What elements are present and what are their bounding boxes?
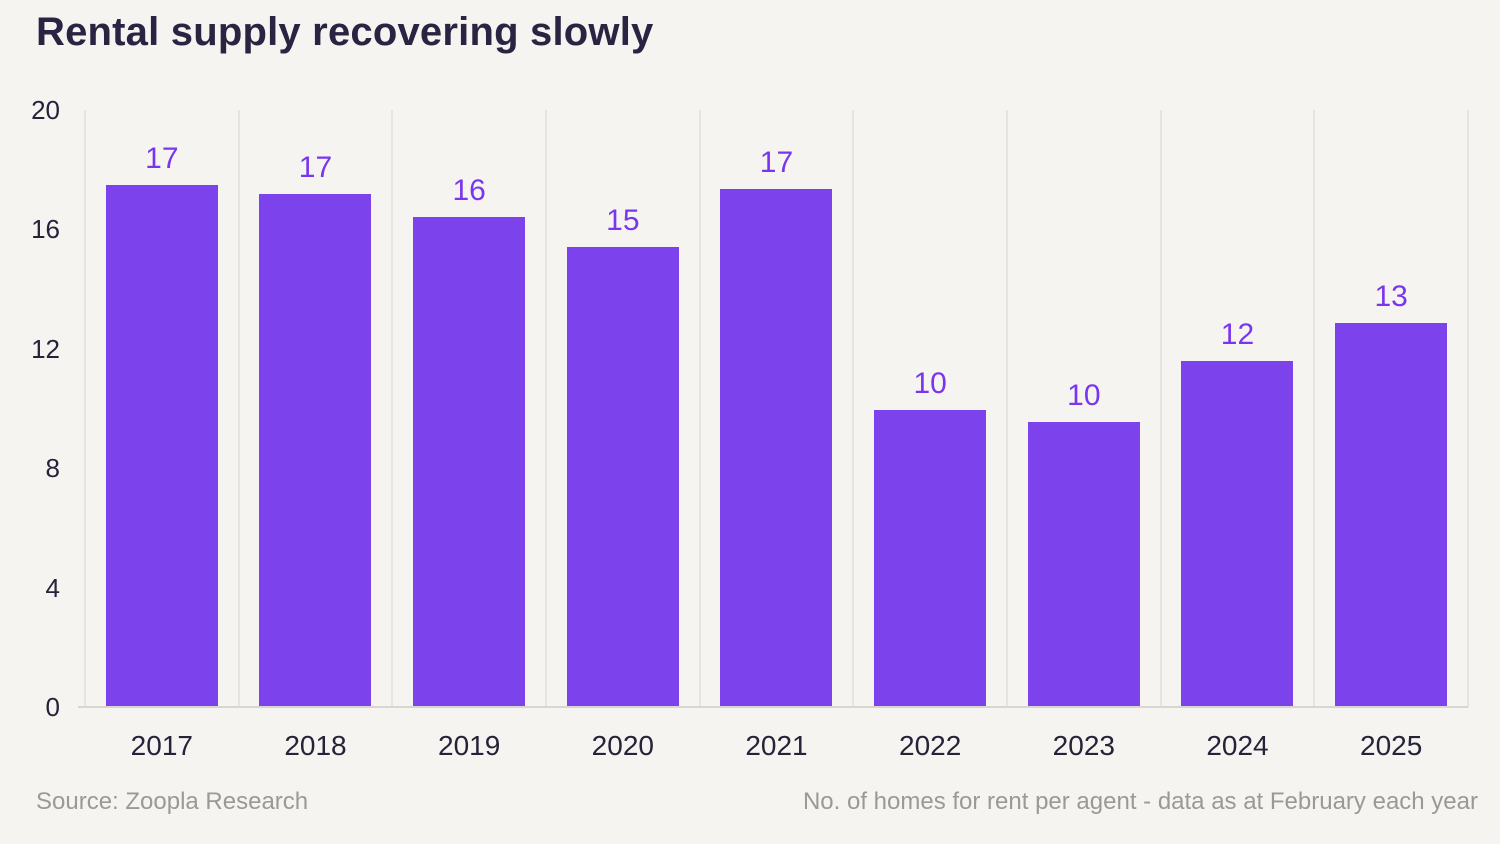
vertical-gridline bbox=[852, 110, 855, 707]
bar-column-2023: 10 bbox=[1007, 110, 1161, 707]
x-tick-label-2025: 2025 bbox=[1360, 730, 1423, 761]
y-tick-label-20: 20 bbox=[31, 95, 60, 125]
bar-column-2020: 15 bbox=[546, 110, 700, 707]
bar-value-label-2022: 10 bbox=[913, 367, 947, 400]
vertical-gridline bbox=[1006, 110, 1008, 707]
bar-column-2021: 17 bbox=[700, 110, 854, 707]
vertical-gridline bbox=[698, 110, 701, 707]
bar-column-2017: 17 bbox=[85, 110, 239, 707]
bar-column-2019: 16 bbox=[392, 110, 546, 707]
chart-footer: Source: Zoopla Research No. of homes for… bbox=[36, 788, 1478, 816]
bar-2019 bbox=[413, 217, 526, 707]
bar-value-label-2020: 15 bbox=[606, 204, 640, 238]
bar-column-2022: 10 bbox=[853, 110, 1007, 707]
bar-column-2025: 13 bbox=[1314, 110, 1468, 707]
x-axis-line bbox=[78, 706, 1468, 708]
bar-column-2018: 17 bbox=[239, 110, 393, 707]
data-note: No. of homes for rent per agent - data a… bbox=[802, 788, 1478, 815]
x-tick-label-2022: 2022 bbox=[899, 730, 962, 761]
y-tick-label-0: 0 bbox=[45, 692, 60, 722]
y-tick-label-8: 8 bbox=[45, 453, 60, 484]
vertical-gridline bbox=[1159, 110, 1162, 707]
bar-value-label-2018: 17 bbox=[298, 150, 333, 184]
bar-2023 bbox=[1027, 421, 1140, 707]
x-axis: 2017 2018 2019 2020 2021 2022 2023 2024 2025 bbox=[85, 730, 1468, 770]
x-tick-label-2023: 2023 bbox=[1052, 730, 1115, 761]
bar-2022 bbox=[874, 410, 987, 707]
vertical-gridline bbox=[391, 110, 394, 707]
y-tick-label-16: 16 bbox=[31, 214, 60, 245]
bar-2024 bbox=[1181, 360, 1294, 707]
source-note: Source: Zoopla Research bbox=[36, 788, 309, 815]
x-tick-label-2020: 2020 bbox=[591, 730, 654, 761]
x-tick-label-2019: 2019 bbox=[438, 730, 501, 761]
bar-2020 bbox=[566, 247, 679, 707]
bar-2017 bbox=[105, 184, 218, 707]
x-tick-label-2024: 2024 bbox=[1206, 730, 1269, 761]
bar-value-label-2021: 17 bbox=[759, 146, 794, 180]
x-tick-label-2021: 2021 bbox=[745, 730, 808, 761]
x-tick-label-2018: 2018 bbox=[284, 730, 347, 761]
vertical-gridline bbox=[545, 110, 547, 707]
bar-value-label-2025: 13 bbox=[1374, 280, 1408, 314]
chart-title: Rental supply recovering slowly bbox=[36, 10, 654, 54]
bar-2018 bbox=[259, 193, 372, 707]
bar-column-2024: 12 bbox=[1161, 110, 1315, 707]
bar-2025 bbox=[1335, 323, 1448, 707]
bar-value-label-2017: 17 bbox=[145, 141, 179, 175]
bar-value-label-2023: 10 bbox=[1067, 378, 1101, 412]
vertical-gridline bbox=[1313, 110, 1316, 707]
vertical-gridline bbox=[84, 110, 86, 707]
bar-value-label-2024: 12 bbox=[1220, 317, 1255, 351]
bar-2021 bbox=[720, 189, 833, 707]
bar-value-label-2019: 16 bbox=[452, 174, 486, 208]
plot-area: 17 17 16 15 17 10 10 12 13 bbox=[78, 110, 1469, 708]
vertical-gridline bbox=[237, 110, 240, 707]
x-tick-label-2017: 2017 bbox=[130, 730, 193, 761]
y-tick-label-12: 12 bbox=[31, 333, 60, 364]
y-axis: 0 4 8 12 16 20 bbox=[0, 95, 60, 722]
y-tick-label-4: 4 bbox=[45, 572, 60, 603]
vertical-gridline bbox=[1467, 110, 1469, 707]
